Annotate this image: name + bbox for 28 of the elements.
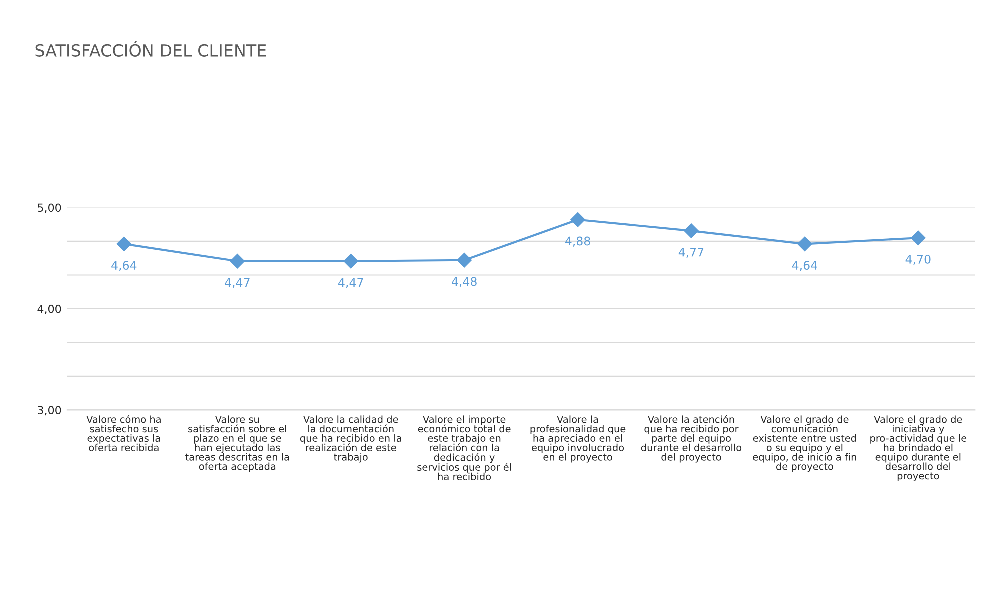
data-label: 4,64	[792, 261, 818, 272]
point	[116, 236, 132, 252]
point	[798, 236, 812, 252]
chart-title: SATISFACCIÓN DEL CLIENTE	[36, 41, 266, 57]
x-tick-label: Valore la atención que ha recibido por parte del equipo durante el desarrollo del proyecto	[641, 415, 742, 463]
point	[230, 254, 246, 269]
data-label: 4,47	[225, 278, 250, 288]
x-tick-label: Valore su satisfacción sobre el plazo en el que se han ejecutado las tareas descritas en la oferta aceptada	[186, 416, 290, 472]
x-tick-label: Valore la calidad de la documentación que ha recibido en la realización de este trabajo	[300, 416, 402, 463]
x-tick-label: Valore el grado de comunicación existente entre usted o su equipo y el equipo, de inicio a fin de proyecto	[753, 416, 856, 472]
y-tick-label: 5,00	[38, 204, 62, 214]
point	[684, 224, 699, 238]
data-label: 4,64	[112, 261, 137, 272]
data-label: 4,77	[678, 248, 704, 258]
point	[344, 254, 358, 269]
x-tick-label: Valore cómo ha satisfecho sus expectativas la oferta recibida	[86, 415, 161, 452]
point	[457, 252, 472, 268]
data-label: 4,70	[906, 254, 931, 266]
y-tick-label: 3,00	[38, 406, 62, 416]
data-label: 4,47	[338, 278, 364, 288]
point	[570, 212, 586, 228]
x-tick-label: Valore el grado de iniciativa y pro-actividad que le ha brindado el equipo durante el desarrollo del proyecto	[870, 416, 967, 482]
data-label: 4,48	[452, 277, 477, 288]
x-tick-label: Valore el importe económico total de este trabajo en relación con la dedicación y servicios que por él ha recibido	[418, 416, 512, 480]
data-label: 4,88	[565, 236, 590, 247]
point	[911, 230, 926, 246]
y-tick-label: 4,00	[38, 304, 62, 314]
x-tick-label: Valore la profesionalidad que ha apreciado en el equipo involucrado en el proyecto	[530, 416, 626, 463]
